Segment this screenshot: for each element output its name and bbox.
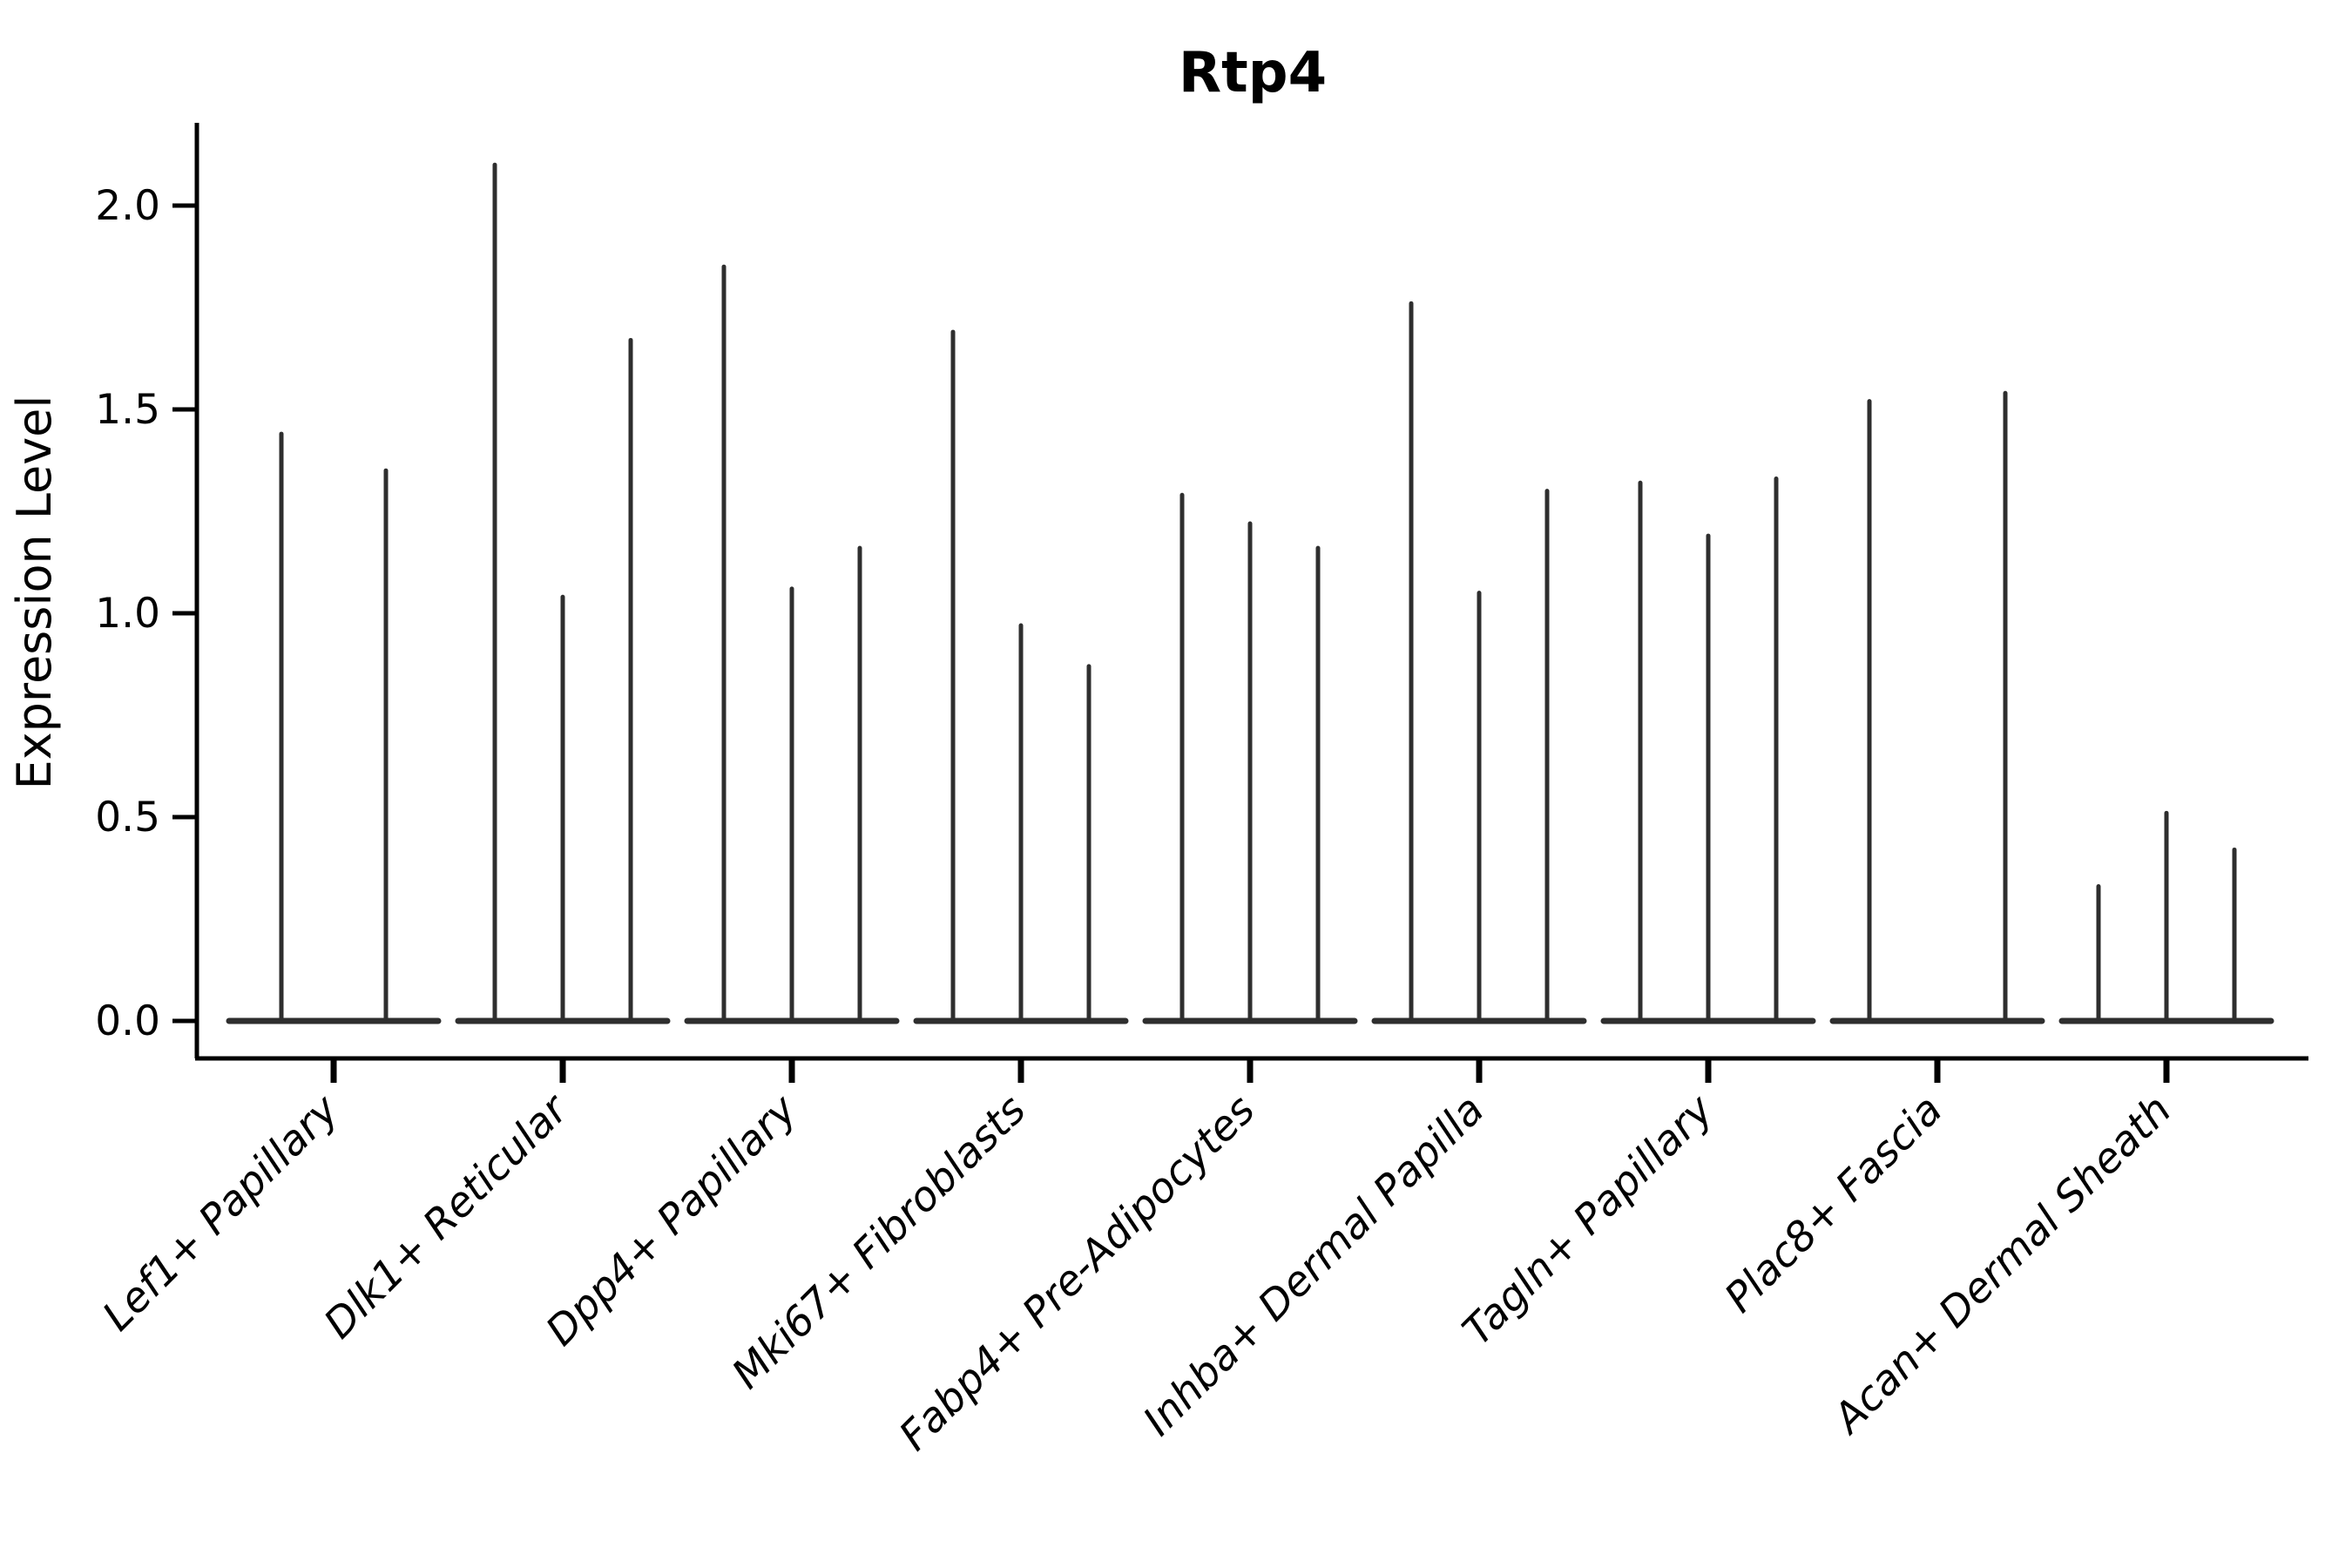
chart-title: Rtp4 xyxy=(1179,41,1327,105)
x-tick-label: Lef1+ Papillary xyxy=(93,1085,348,1341)
x-tick-label: Dpp4+ Papillary xyxy=(537,1085,807,1355)
axes-layer: 0.0 0.5 1.0 1.5 2.0 xyxy=(95,123,2308,1083)
y-axis-label: Expression Level xyxy=(7,395,62,790)
y-tick-label: 0.5 xyxy=(95,794,160,841)
y-tick-label: 2.0 xyxy=(95,182,160,230)
y-tick-label: 1.5 xyxy=(95,386,160,434)
x-tick-label: Dlk1+ Reticular xyxy=(315,1085,579,1348)
x-tick-label: Plac8+ Fascia xyxy=(1715,1086,1951,1322)
violin-layer xyxy=(226,162,2274,1024)
y-tick-label: 0.0 xyxy=(95,997,160,1045)
y-tick-label: 1.0 xyxy=(95,590,160,638)
x-tick-label: Tagln+ Papillary xyxy=(1454,1085,1724,1355)
